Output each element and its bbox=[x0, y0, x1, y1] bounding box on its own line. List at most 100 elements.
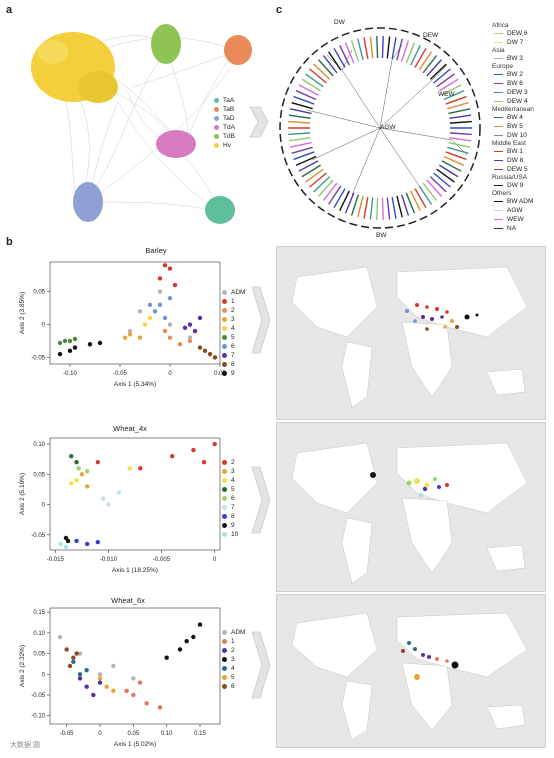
legend-a-item: TaA bbox=[214, 96, 235, 105]
tree-tip bbox=[386, 36, 391, 59]
legend-swatch bbox=[494, 125, 503, 128]
data-point bbox=[100, 496, 106, 501]
tree-tip bbox=[288, 132, 311, 136]
legend-item: 9 bbox=[222, 369, 245, 378]
data-point bbox=[162, 328, 168, 334]
legend-item: 2 bbox=[222, 306, 245, 315]
legend-item: 6 bbox=[222, 682, 245, 691]
legend-label: ADM bbox=[231, 629, 246, 636]
legend-group-title: Africa bbox=[492, 22, 509, 29]
tree-tip bbox=[441, 84, 462, 96]
tree-tip bbox=[298, 84, 319, 96]
data-point bbox=[84, 469, 90, 474]
data-point bbox=[191, 634, 196, 640]
data-point bbox=[71, 655, 76, 660]
legend-swatch bbox=[494, 150, 503, 153]
wheat4x-legend: 2 3 4 5 6 7 8 9 10 bbox=[222, 458, 238, 539]
legend-c-item: DW 8 bbox=[492, 156, 534, 165]
arrow-barley-to-map bbox=[251, 286, 271, 354]
legend-swatch bbox=[222, 307, 227, 313]
legend-swatch bbox=[222, 370, 227, 376]
legend-c-item: BW 2 bbox=[492, 70, 534, 79]
data-point bbox=[127, 466, 132, 471]
legend-label: DEW 4 bbox=[507, 98, 528, 105]
data-point bbox=[97, 676, 103, 681]
tree-tip bbox=[381, 197, 384, 220]
data-point bbox=[162, 315, 168, 321]
legend-swatch bbox=[222, 647, 227, 653]
tree-tip bbox=[449, 137, 472, 142]
y-tick-label: 0.10 bbox=[33, 442, 45, 448]
legend-label: 7 bbox=[231, 504, 235, 511]
legend-c-item: BW 4 bbox=[492, 113, 534, 122]
legend-group-title: Mediterranean bbox=[492, 106, 534, 113]
legend-group-title: Middle East bbox=[492, 140, 526, 147]
legend-swatch bbox=[494, 82, 503, 85]
legend-swatch bbox=[222, 459, 227, 465]
data-point bbox=[63, 544, 69, 550]
tree-tip bbox=[305, 168, 324, 183]
data-point bbox=[147, 315, 153, 321]
legend-swatch bbox=[222, 531, 227, 537]
tree-tip bbox=[322, 182, 338, 201]
tree-tip bbox=[422, 182, 438, 201]
x-tick-label: -0.10 bbox=[63, 371, 77, 377]
x-tick-label: 0.05 bbox=[127, 731, 139, 737]
legend-label: 9 bbox=[231, 370, 235, 377]
legend-swatch bbox=[494, 57, 503, 60]
tree-tips bbox=[288, 36, 472, 220]
data-point bbox=[207, 351, 213, 357]
legend-item: 4 bbox=[222, 324, 245, 333]
legend-swatch bbox=[222, 298, 227, 304]
legend-label: 1 bbox=[231, 298, 235, 305]
tree-tip bbox=[291, 146, 313, 155]
data-point bbox=[167, 266, 173, 271]
tree-tip bbox=[445, 95, 467, 105]
cluster-taa bbox=[205, 196, 235, 224]
data-point bbox=[84, 684, 89, 689]
tree-tip bbox=[391, 196, 397, 219]
legend-label: 9 bbox=[231, 522, 235, 529]
data-point bbox=[65, 538, 71, 544]
tree-tip bbox=[288, 120, 311, 124]
y-tick-label: -0.05 bbox=[31, 693, 45, 699]
y-tick-label: 0.10 bbox=[33, 631, 45, 637]
tree-tip bbox=[322, 55, 338, 74]
tree-tip bbox=[441, 160, 462, 172]
y-tick-label: -0.05 bbox=[31, 355, 45, 361]
tree-tip bbox=[449, 114, 472, 119]
data-point bbox=[144, 701, 149, 706]
legend-label: WEW bbox=[507, 216, 524, 223]
legend-swatch bbox=[214, 97, 219, 103]
data-point bbox=[97, 340, 103, 346]
tree-label-dew: DEW bbox=[423, 32, 439, 39]
legend-item: ADM bbox=[222, 628, 245, 637]
tree-tip bbox=[414, 47, 427, 68]
x-tick-label: -0.05 bbox=[60, 731, 74, 737]
legend-label: DEW 5 bbox=[507, 166, 528, 173]
panel-a-letter: a bbox=[6, 4, 13, 16]
tree-tip bbox=[433, 68, 451, 84]
legend-label: BW 4 bbox=[507, 114, 523, 121]
data-point bbox=[72, 336, 78, 342]
legend-swatch bbox=[214, 106, 219, 112]
y-axis-label: Axis 2 (5.19%) bbox=[19, 473, 26, 515]
data-point bbox=[79, 472, 85, 477]
data-point bbox=[127, 328, 133, 334]
legend-swatch bbox=[494, 209, 503, 212]
x-tick-label: 0.15 bbox=[194, 731, 206, 737]
data-point bbox=[152, 309, 158, 314]
data-point bbox=[184, 638, 189, 644]
data-point bbox=[131, 692, 136, 698]
legend-item: 7 bbox=[222, 503, 238, 512]
tree-tip bbox=[433, 172, 451, 188]
tree-tip bbox=[298, 160, 319, 172]
watermark: 大数据 圆 bbox=[10, 742, 40, 749]
legend-a-item: TdB bbox=[214, 132, 235, 141]
tree-tip bbox=[291, 101, 313, 110]
cluster-tab bbox=[224, 35, 252, 65]
data-point bbox=[138, 466, 143, 471]
legend-swatch bbox=[222, 638, 227, 644]
wheat4x-scatter: -0.015 -0.010 -0.005 0 0.10 0.05 0 -0.05 Axis 1 … bbox=[19, 437, 221, 574]
data-point bbox=[137, 680, 143, 685]
